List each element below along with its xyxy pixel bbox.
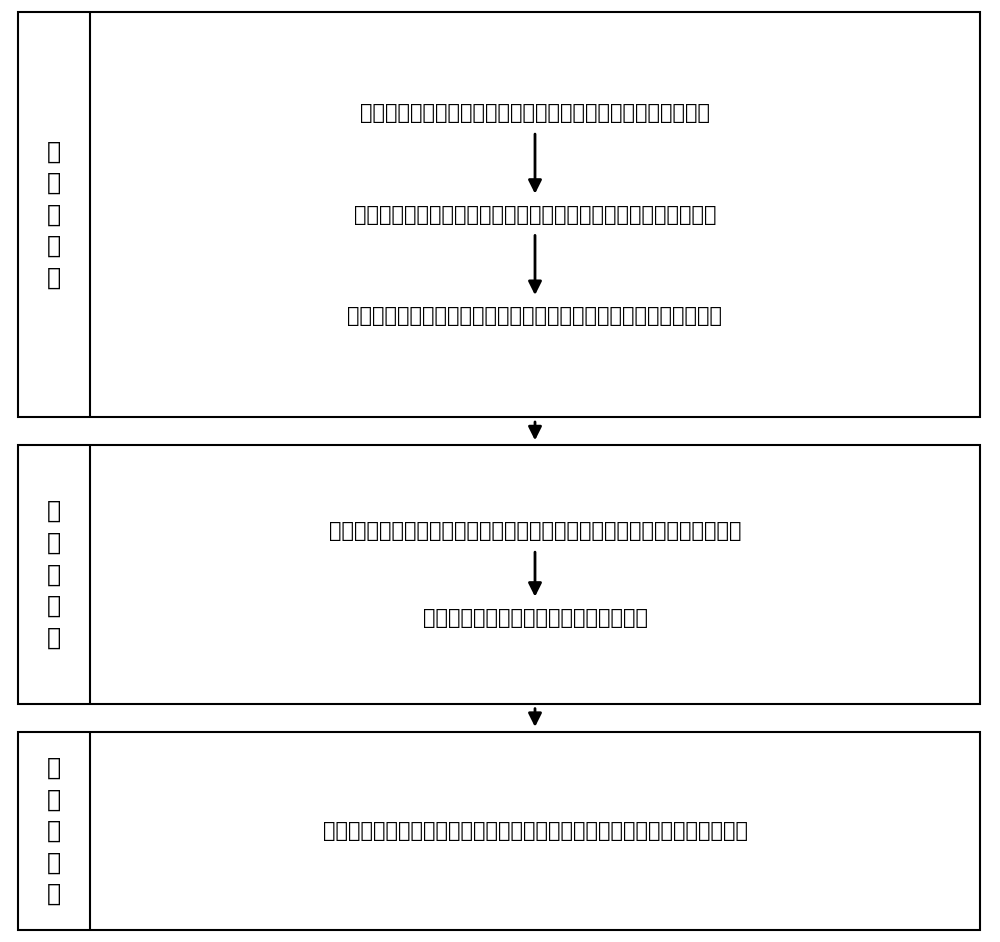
- Text: 顶
替
液
阶
段: 顶 替 液 阶 段: [47, 755, 61, 906]
- Text: 按照设计要求启动油剂、水剂或气剂计量泵，设置匹配的泵注流速: 按照设计要求启动油剂、水剂或气剂计量泵，设置匹配的泵注流速: [354, 204, 716, 224]
- Bar: [18, 12, 980, 417]
- Text: 在压力窗口允许的情况下，快速提高施工排量至要求的稳定状态: 在压力窗口允许的情况下，快速提高施工排量至要求的稳定状态: [360, 104, 710, 123]
- Text: 继续按照当前施工排量匹配水剂流速进行水剂注入作业，同时进行携砂作业: 继续按照当前施工排量匹配水剂流速进行水剂注入作业，同时进行携砂作业: [329, 521, 741, 542]
- Text: 携
砂
液
阶
段: 携 砂 液 阶 段: [47, 499, 61, 650]
- Text: 在前置液阶段结束时，完成油剂或气剂注入作业，继续水剂注入作业: 在前置液阶段结束时，完成油剂或气剂注入作业，继续水剂注入作业: [348, 306, 722, 326]
- Bar: [18, 446, 980, 704]
- Text: 在携砂液阶段结束时，完成水剂注入作业: 在携砂液阶段结束时，完成水剂注入作业: [422, 608, 648, 627]
- Text: 前
置
液
阶
段: 前 置 液 阶 段: [47, 139, 61, 290]
- Bar: [18, 732, 980, 930]
- Text: 压裂液顶替，确保全部支撑剂和示踪剂进入地层，清理井筒为下段施工做准备: 压裂液顶替，确保全部支撑剂和示踪剂进入地层，清理井筒为下段施工做准备: [322, 820, 748, 841]
